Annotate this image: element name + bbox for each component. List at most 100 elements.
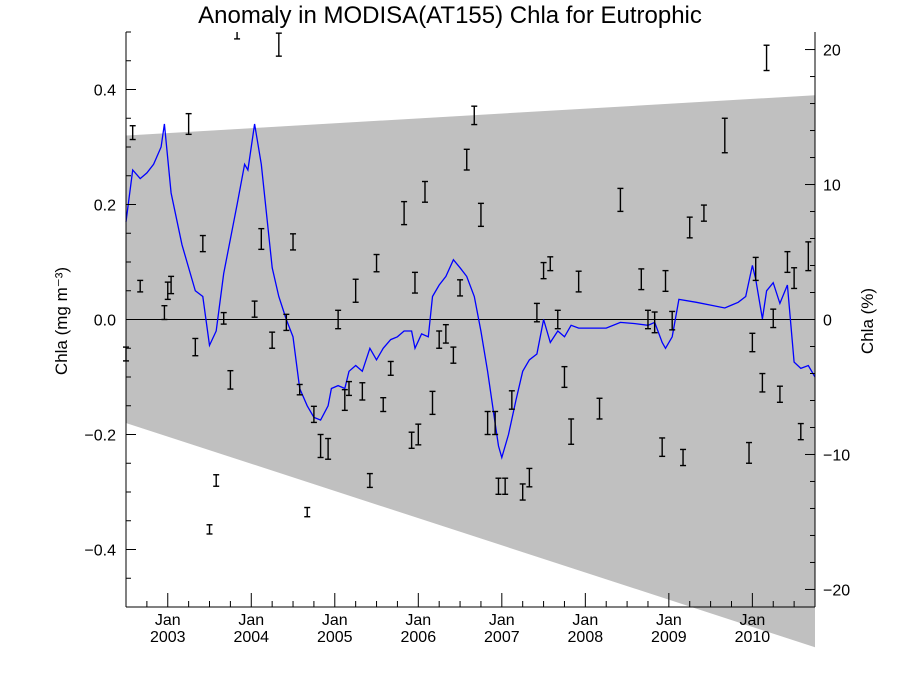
error-bar <box>659 437 666 458</box>
error-bar <box>784 250 791 274</box>
error-bar <box>547 256 554 272</box>
error-bar <box>251 300 258 318</box>
error-bar <box>192 337 199 357</box>
error-bar <box>290 233 297 251</box>
error-bar <box>335 309 342 330</box>
right-tick-label: 10 <box>823 178 841 195</box>
right-tick-label: 0 <box>823 313 832 330</box>
error-bar <box>700 204 707 222</box>
error-bar <box>415 423 422 446</box>
error-bar <box>283 313 290 332</box>
error-bar <box>258 227 265 251</box>
error-bar <box>770 308 777 329</box>
error-bar <box>325 437 332 460</box>
x-tick-month-label: Jan <box>656 612 682 629</box>
left-tick-label: 0.4 <box>94 83 116 100</box>
error-bar <box>436 330 443 349</box>
error-bar <box>686 216 693 239</box>
error-bar <box>477 202 484 228</box>
error-bar <box>651 311 658 334</box>
x-tick-month-label: Jan <box>405 612 431 629</box>
right-tick-label: −10 <box>823 447 850 464</box>
error-bar <box>450 346 457 364</box>
error-bar <box>763 44 770 72</box>
error-bar <box>185 112 192 136</box>
error-bar <box>508 390 515 410</box>
error-bar <box>519 483 526 501</box>
error-bar <box>269 331 276 349</box>
error-bar <box>746 441 753 464</box>
error-bar-layer <box>123 32 812 535</box>
error-bar <box>463 148 470 171</box>
error-bar <box>129 125 136 141</box>
series-line-0 <box>125 123 816 460</box>
error-bar <box>526 467 533 488</box>
error-bar <box>492 410 499 436</box>
error-bar <box>680 448 687 467</box>
error-bar <box>421 180 428 203</box>
x-tick-year-label: 2004 <box>233 629 269 646</box>
error-bar <box>759 372 766 393</box>
error-bar <box>457 279 464 297</box>
error-bar <box>137 279 144 293</box>
error-bar <box>805 241 812 272</box>
error-bar <box>502 477 509 495</box>
error-bar <box>359 382 366 401</box>
error-bar <box>213 474 220 487</box>
left-tick-label: 0.0 <box>94 313 116 330</box>
error-bar <box>304 506 311 518</box>
error-bar <box>380 397 387 413</box>
error-bar <box>341 388 348 412</box>
error-bar <box>540 261 547 280</box>
error-bar <box>533 302 540 323</box>
error-bar <box>373 253 380 273</box>
error-bar <box>408 431 415 449</box>
error-bar <box>638 268 645 291</box>
confidence-band <box>126 95 815 648</box>
chart-title: Anomaly in MODISA(AT155) Chla for Eutrop… <box>198 2 702 29</box>
error-bar <box>617 187 624 213</box>
x-tick-year-label: 2010 <box>735 629 771 646</box>
x-tick-year-label: 2007 <box>484 629 520 646</box>
left-tick-label: −0.2 <box>84 428 116 445</box>
error-bar <box>669 310 676 331</box>
error-bar <box>554 309 561 330</box>
error-bar <box>495 477 502 495</box>
error-bar <box>749 332 756 353</box>
error-bar <box>345 380 352 397</box>
error-bar <box>721 117 728 154</box>
error-bar <box>791 267 798 290</box>
error-bar <box>352 278 359 303</box>
right-tick-label: −20 <box>823 582 850 599</box>
series-line-layer <box>125 123 816 460</box>
x-tick-year-label: 2003 <box>150 629 186 646</box>
error-bar <box>234 32 241 40</box>
error-bar <box>199 234 206 253</box>
axes-layer: −0.4−0.20.00.20.4−20−1001020Jan2003Jan20… <box>84 31 850 646</box>
x-tick-year-label: 2009 <box>651 629 687 646</box>
x-tick-year-label: 2008 <box>568 629 604 646</box>
error-bar <box>168 275 175 295</box>
error-bar <box>310 405 317 424</box>
error-bar <box>164 281 171 301</box>
error-bar <box>401 200 408 226</box>
error-bar <box>387 360 394 376</box>
x-tick-month-label: Jan <box>572 612 598 629</box>
error-bar <box>644 309 651 330</box>
error-bar <box>797 422 804 441</box>
x-tick-month-label: Jan <box>238 612 264 629</box>
left-tick-label: 0.2 <box>94 198 116 215</box>
error-bar <box>227 369 234 390</box>
error-bar <box>296 383 303 396</box>
x-tick-month-label: Jan <box>322 612 348 629</box>
x-tick-month-label: Jan <box>489 612 515 629</box>
x-tick-month-label: Jan <box>739 612 765 629</box>
x-tick-month-label: Jan <box>155 612 181 629</box>
error-bar <box>575 270 582 293</box>
error-bar <box>471 105 478 126</box>
x-tick-year-label: 2005 <box>317 629 353 646</box>
error-bar <box>662 269 669 293</box>
error-bar <box>317 433 324 459</box>
error-bar <box>411 271 418 294</box>
